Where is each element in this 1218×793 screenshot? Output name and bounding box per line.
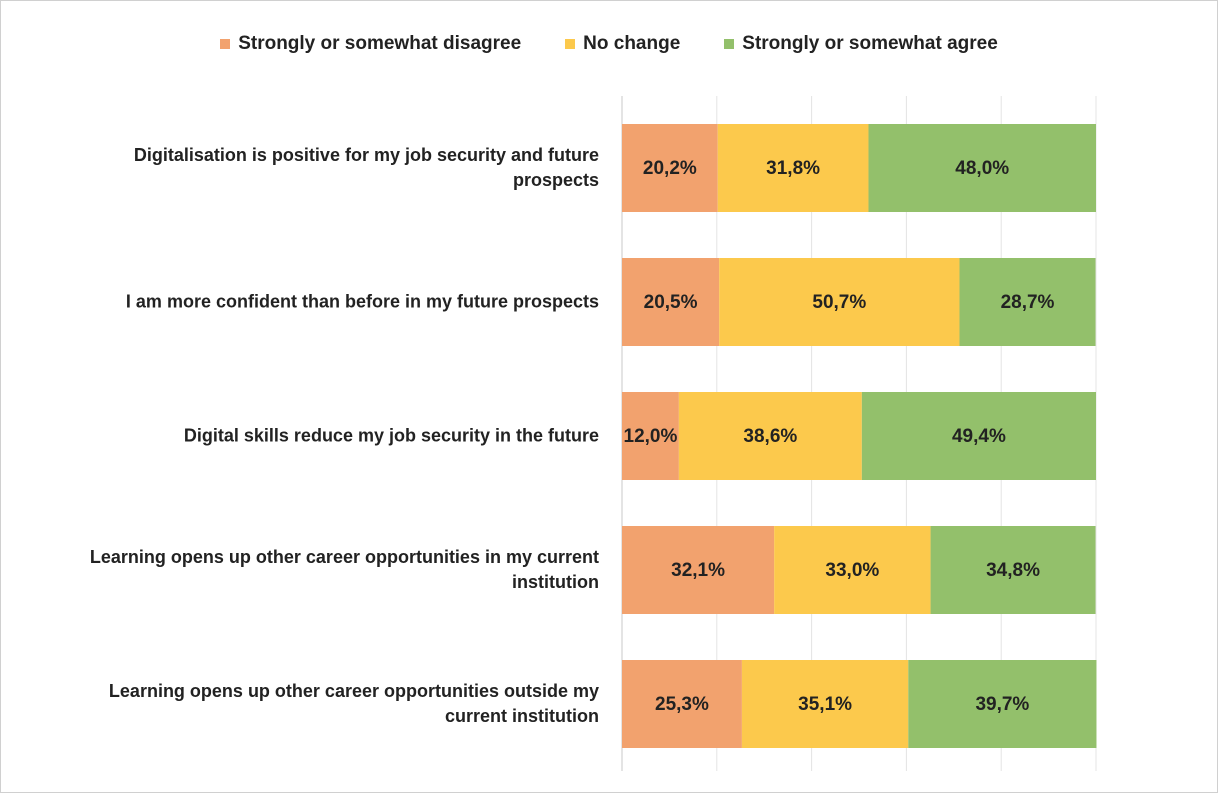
- category-label: I am more confident than before in my fu…: [125, 291, 599, 312]
- legend-label: No change: [583, 33, 681, 54]
- value-label: 38,6%: [743, 426, 797, 447]
- legend-item: No change: [565, 33, 680, 55]
- legend-swatch: [220, 39, 231, 49]
- category-label: Digitalisation is positive for my job se…: [133, 145, 599, 190]
- bar-segment: [622, 124, 718, 212]
- bar-segment: [774, 526, 931, 614]
- value-label: 48,0%: [955, 158, 1009, 179]
- bar-segment: [719, 258, 960, 346]
- bar-segment: [908, 660, 1097, 748]
- value-label: 32,1%: [671, 560, 725, 581]
- bar-segment: [678, 392, 862, 480]
- bar-segment: [741, 660, 909, 748]
- bar-segment: [622, 258, 720, 346]
- bar-segment: [622, 526, 775, 614]
- legend-item: Strongly or somewhat agree: [724, 33, 998, 55]
- bar-segment: [861, 392, 1096, 480]
- bar-segment: [959, 258, 1096, 346]
- value-label: 20,2%: [643, 158, 697, 179]
- value-label: 39,7%: [975, 694, 1029, 715]
- legend-swatch: [565, 39, 576, 49]
- category-label: Learning opens up other career opportuni…: [89, 547, 599, 592]
- category-label: Digital skills reduce my job security in…: [183, 425, 599, 446]
- value-label: 35,1%: [798, 694, 852, 715]
- value-label: 25,3%: [655, 694, 709, 715]
- bar-segment: [930, 526, 1096, 614]
- legend-item: Strongly or somewhat disagree: [220, 33, 521, 55]
- value-label: 12,0%: [624, 426, 678, 447]
- category-label: Learning opens up other career opportuni…: [108, 681, 599, 726]
- value-label: 33,0%: [825, 560, 879, 581]
- value-label: 49,4%: [952, 426, 1006, 447]
- legend-label: Strongly or somewhat agree: [742, 33, 998, 54]
- bar-segment: [622, 660, 742, 748]
- bar-segment: [868, 124, 1096, 212]
- legend: Strongly or somewhat disagree No change St…: [1, 33, 1217, 55]
- value-label: 28,7%: [1001, 292, 1055, 313]
- legend-swatch: [724, 39, 735, 49]
- value-label: 34,8%: [986, 560, 1040, 581]
- value-label: 50,7%: [812, 292, 866, 313]
- value-label: 31,8%: [766, 158, 820, 179]
- value-label: 20,5%: [644, 292, 698, 313]
- bar-segment: [717, 124, 869, 212]
- bar-segment: [622, 392, 679, 480]
- legend-label: Strongly or somewhat disagree: [238, 33, 522, 54]
